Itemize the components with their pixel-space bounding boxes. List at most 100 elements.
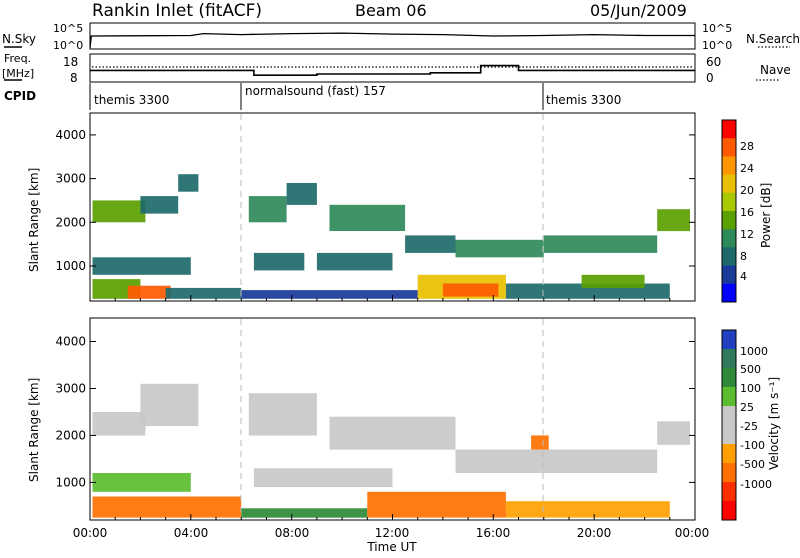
- colorbar-step-7: [722, 247, 736, 267]
- heatmap-cell-12: [316, 252, 393, 271]
- power-tick-28: 28: [740, 140, 754, 153]
- nave-label: Nave: [760, 63, 791, 77]
- power-scale-ticks: 28 24 20 16 12 8 4: [740, 140, 754, 283]
- colorbar-step-1: [722, 138, 736, 157]
- power-tick-20: 20: [740, 184, 754, 197]
- heatmap-cell-16: [241, 290, 418, 299]
- noise-tick-bottom-right: 10^0: [702, 39, 732, 52]
- power-scale-label: Power [dB]: [759, 183, 773, 248]
- heatmap-cell-20: [581, 274, 645, 288]
- y-tick-label-4000: 4000: [55, 128, 86, 142]
- colorbar-step-6: [722, 444, 736, 464]
- velocity-colorbar: [722, 330, 736, 521]
- colorbar-step-1: [722, 349, 736, 369]
- vel-tick-m25: -25: [740, 420, 758, 433]
- vel-tick-500: 500: [740, 363, 761, 376]
- freq-label-2: [MHz]: [2, 67, 34, 80]
- heatmap-cell-9: [657, 209, 690, 232]
- heatmap-cell-6: [405, 235, 456, 253]
- heatmap-cell-8: [543, 235, 658, 253]
- heatmap-cell-11: [253, 252, 305, 271]
- y-tick-label-2000: 2000: [55, 428, 86, 442]
- cpid-segment-1: themis 3300: [94, 93, 169, 107]
- noise-tick-top-right: 10^5: [702, 22, 732, 35]
- colorbar-step-8: [722, 265, 736, 285]
- power-tick-12: 12: [740, 228, 754, 241]
- power-tick-24: 24: [740, 162, 754, 175]
- cpid-label: CPID: [4, 89, 36, 103]
- freq-panel-frame: [89, 53, 696, 83]
- power-tick-16: 16: [740, 206, 754, 219]
- heatmap-cell-8: [92, 496, 242, 518]
- x-axis-labels: 00:00 04:00 08:00 12:00 16:00 20:00 00:0…: [73, 526, 710, 540]
- heatmap-cell-12: [531, 435, 549, 450]
- x-tick-label-2: 08:00: [275, 526, 310, 540]
- power-tick-8: 8: [740, 250, 747, 263]
- y-tick-label-4000: 4000: [55, 335, 86, 349]
- colorbar-step-3: [722, 174, 736, 194]
- power-tick-4: 4: [740, 270, 747, 283]
- colorbar-step-3: [722, 387, 736, 407]
- heatmap-cell-3: [248, 196, 287, 223]
- nave-tick-top: 60: [706, 55, 721, 69]
- freq-tick-bottom: 8: [70, 71, 78, 85]
- velocity-y-axis: 1000 2000 3000 4000: [55, 335, 695, 489]
- x-axis-label: Time UT: [366, 540, 417, 554]
- colorbar-step-0: [722, 120, 736, 139]
- heatmap-cell-14: [127, 285, 171, 299]
- heatmap-cell-6: [92, 473, 191, 492]
- heatmap-cell-5: [657, 421, 690, 445]
- colorbar-step-8: [722, 482, 736, 502]
- colorbar-step-0: [722, 330, 736, 350]
- colorbar-step-7: [722, 463, 736, 483]
- heatmap-cell-18: [442, 283, 499, 297]
- colorbar-step-4: [722, 192, 736, 212]
- y-tick-label-3000: 3000: [55, 172, 86, 186]
- station-title: Rankin Inlet (fitACF): [92, 1, 262, 21]
- heatmap-cell-10: [92, 257, 191, 275]
- vel-tick-m500: -500: [740, 458, 765, 471]
- heatmap-cell-7: [253, 468, 393, 488]
- date-title: 05/Jun/2009: [590, 1, 687, 20]
- x-tick-label-5: 20:00: [577, 526, 612, 540]
- x-tick-label-6: 00:00: [675, 526, 710, 540]
- power-y-axis: 1000 2000 3000 4000: [55, 128, 695, 273]
- noise-left-label: N.Sky: [2, 32, 36, 46]
- heatmap-cell-2: [248, 393, 317, 436]
- velocity-ylabel: Slant Range [km]: [27, 378, 41, 482]
- heatmap-cell-1: [140, 196, 179, 214]
- x-tick-label-0: 00:00: [73, 526, 108, 540]
- heatmap-cell-0: [92, 412, 146, 436]
- heatmap-cell-2: [178, 174, 199, 192]
- freq-label-1: Freq.: [4, 52, 31, 65]
- power-ylabel: Slant Range [km]: [27, 168, 41, 272]
- colorbar-step-9: [722, 283, 736, 303]
- x-tick-label-1: 04:00: [174, 526, 209, 540]
- heatmap-cell-9: [241, 508, 368, 518]
- vel-tick-m1000: -1000: [740, 478, 772, 491]
- colorbar-step-5: [722, 211, 736, 230]
- velocity-heatmap: [92, 383, 690, 518]
- power-heatmap: [92, 174, 690, 299]
- colorbar-step-6: [722, 229, 736, 248]
- heatmap-cell-4: [286, 183, 317, 205]
- heatmap-cell-11: [505, 501, 670, 518]
- heatmap-cell-15: [165, 287, 242, 299]
- beam-title: Beam 06: [355, 1, 427, 20]
- heatmap-cell-7: [455, 239, 544, 258]
- colorbar-step-5: [722, 425, 736, 445]
- y-tick-label-3000: 3000: [55, 382, 86, 396]
- noise-right-label: N.Search: [746, 32, 800, 46]
- heatmap-cell-0: [92, 200, 146, 223]
- vel-tick-m100: -100: [740, 439, 765, 452]
- colorbar-step-2: [722, 156, 736, 176]
- y-tick-label-1000: 1000: [55, 259, 86, 273]
- heatmap-cell-4: [455, 449, 658, 473]
- vel-tick-1000: 1000: [740, 345, 768, 358]
- x-tick-label-4: 16:00: [476, 526, 511, 540]
- heatmap-cell-1: [140, 383, 199, 427]
- vel-tick-25: 25: [740, 401, 754, 414]
- velocity-scale-label: Velocity [m s⁻¹]: [767, 377, 781, 470]
